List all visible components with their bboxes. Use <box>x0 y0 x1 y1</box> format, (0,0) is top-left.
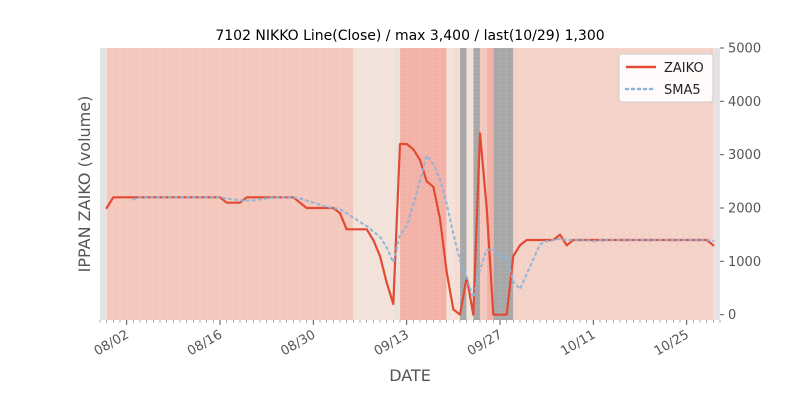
x-tick-label: 08/30 <box>278 327 318 359</box>
chart-title: 7102 NIKKO Line(Close) / max 3,400 / las… <box>215 28 604 44</box>
background-band-14 <box>713 48 720 320</box>
series-lines <box>105 132 715 316</box>
background-band-9 <box>473 48 480 320</box>
y-tick-label: 1000 <box>728 255 761 270</box>
x-tick-label: 08/02 <box>92 327 132 359</box>
y-axis: 0 1000 2000 3000 4000 5000 <box>720 42 761 323</box>
background-band-0 <box>100 48 107 320</box>
x-axis: 08/02 08/16 08/30 09/13 09/27 10/11 10/25 <box>92 320 721 359</box>
background-bands <box>100 48 720 320</box>
y-tick-label: 4000 <box>728 95 761 110</box>
y-tick-label: 5000 <box>728 42 761 57</box>
background-band-10 <box>480 48 487 320</box>
y-tick-label: 0 <box>728 308 736 323</box>
background-band-2 <box>353 48 394 320</box>
series-line-sma5 <box>132 154 715 299</box>
background-band-12 <box>493 48 514 320</box>
x-tick-label: 10/11 <box>558 327 598 359</box>
background-band-3 <box>393 48 400 320</box>
x-tick-label: 09/27 <box>465 327 505 359</box>
grid-lines <box>99 48 721 320</box>
background-band-1 <box>106 48 354 320</box>
legend-label-zaiko: ZAIKO <box>664 61 704 76</box>
y-tick-label: 2000 <box>728 202 761 217</box>
background-band-8 <box>466 48 474 320</box>
x-axis-label: DATE <box>389 366 431 385</box>
background-band-11 <box>486 48 494 320</box>
y-tick-label: 3000 <box>728 148 761 163</box>
y-axis-label: IPPAN ZAIKO (volume) <box>75 96 94 273</box>
legend-label-sma5: SMA5 <box>664 83 701 98</box>
x-tick-label: 08/16 <box>185 327 225 359</box>
x-tick-label: 09/13 <box>372 327 412 359</box>
background-band-5 <box>446 48 454 320</box>
x-tick-label: 10/25 <box>652 327 692 359</box>
background-band-7 <box>460 48 467 320</box>
legend: ZAIKO SMA5 <box>618 53 714 103</box>
background-band-4 <box>400 48 447 320</box>
background-band-6 <box>453 48 460 320</box>
